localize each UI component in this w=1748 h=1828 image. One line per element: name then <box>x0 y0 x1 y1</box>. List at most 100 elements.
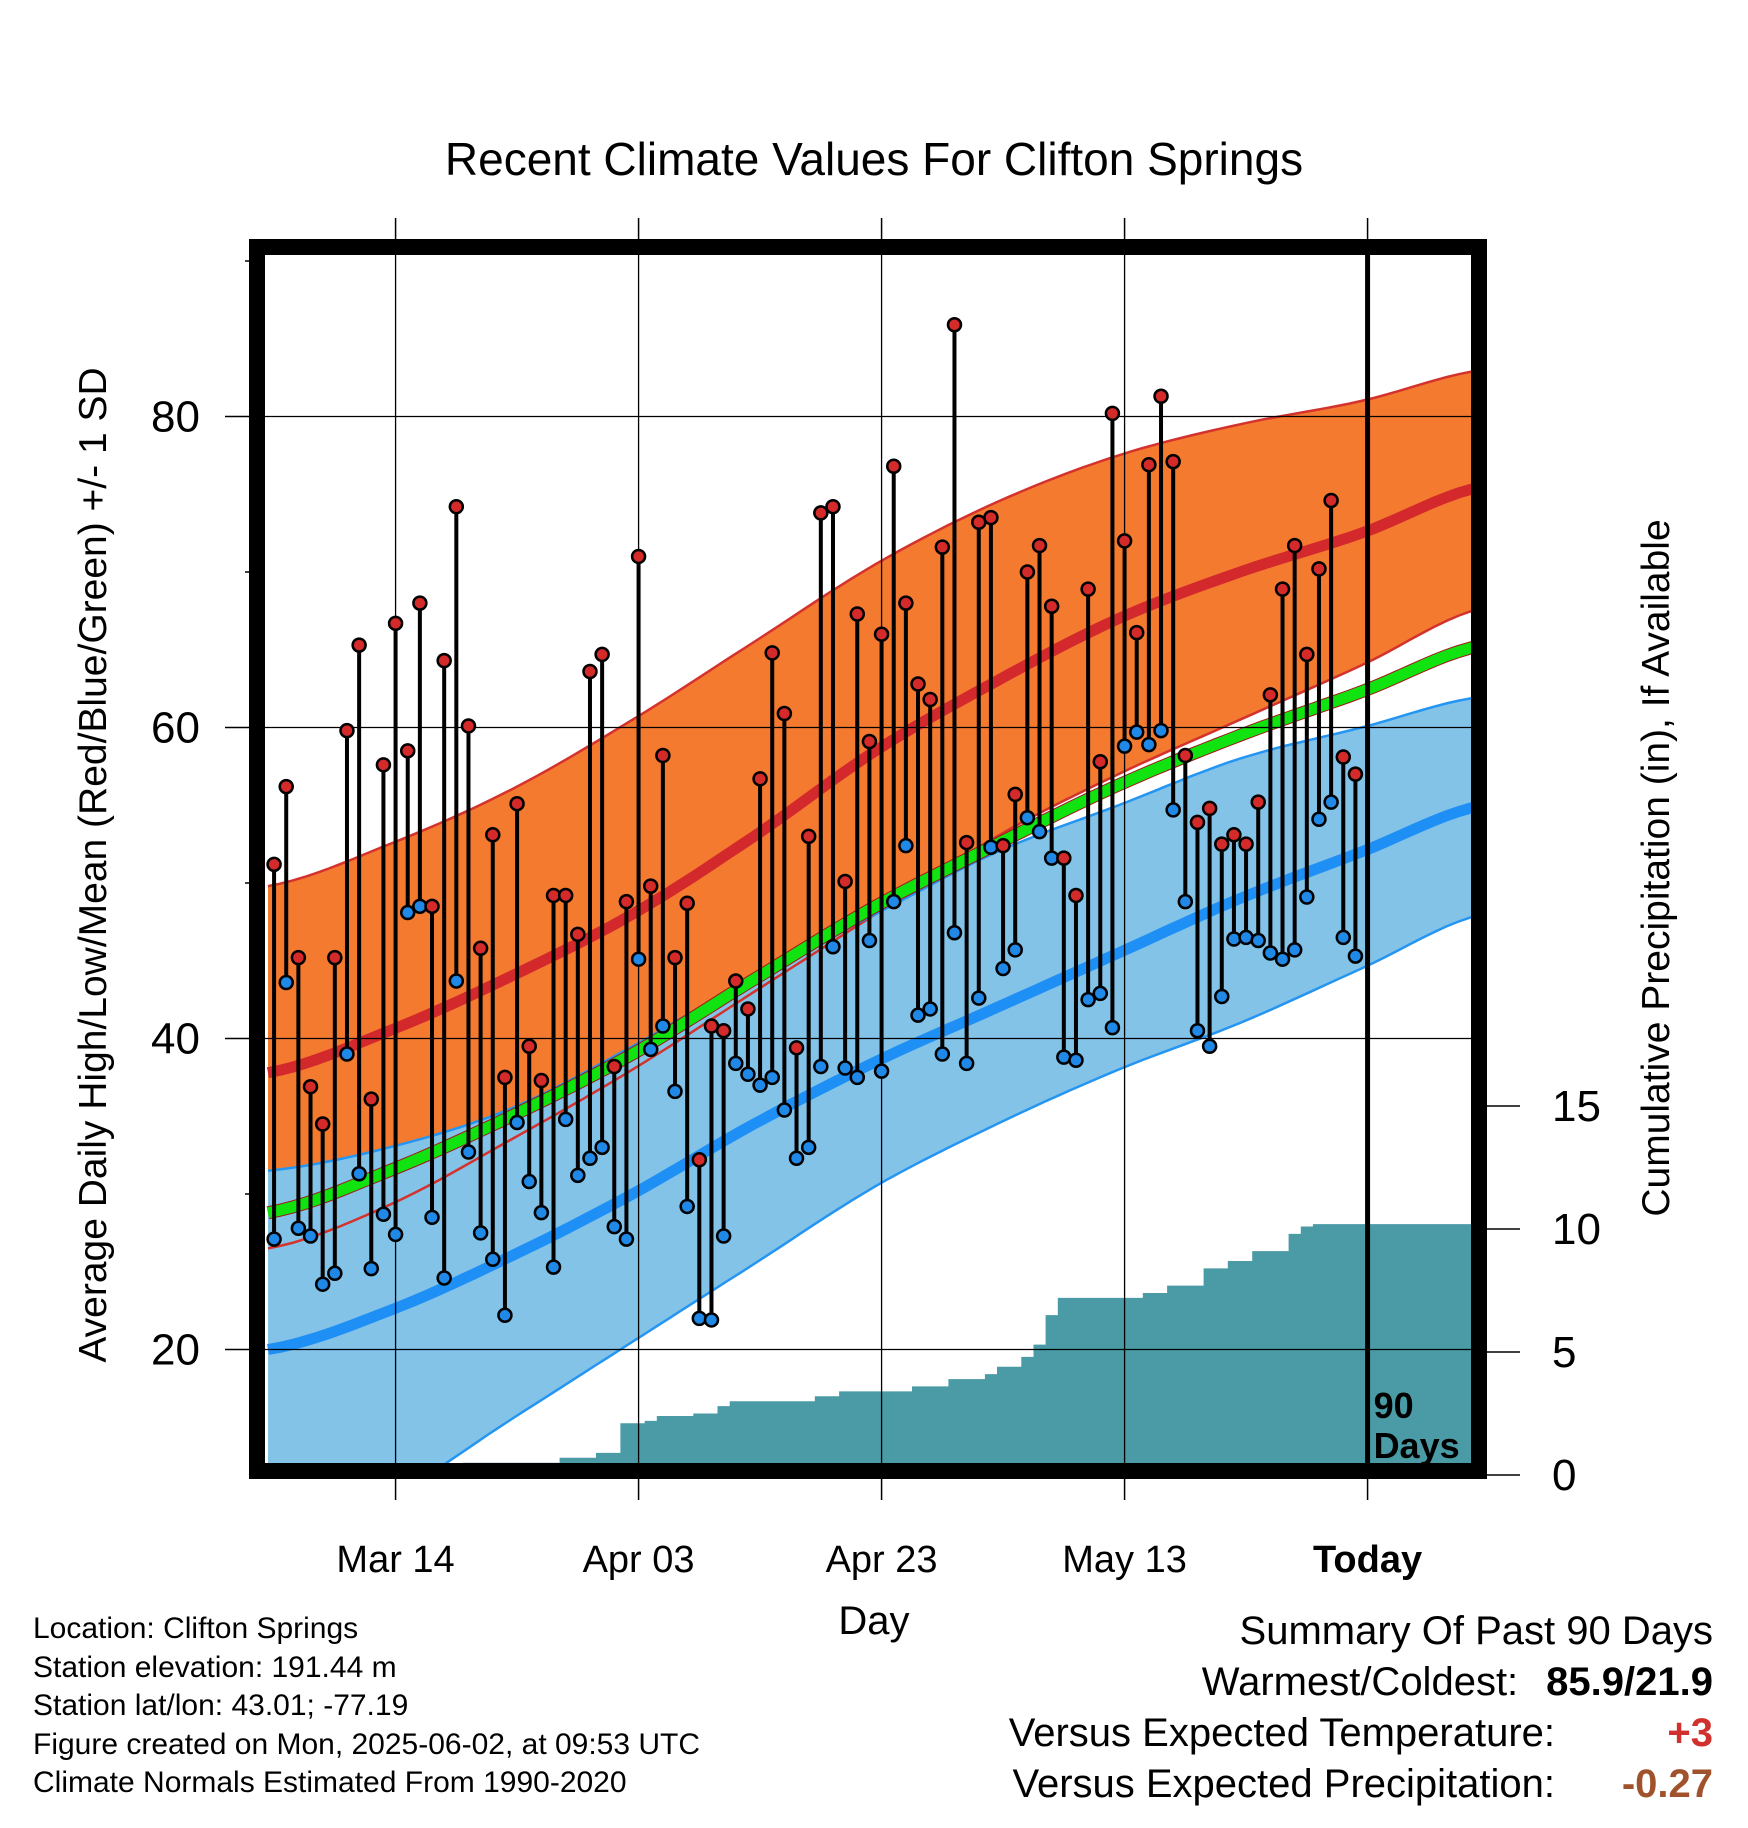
high-point <box>1286 537 1303 554</box>
high-point <box>606 1058 623 1075</box>
low-point <box>618 1231 635 1247</box>
created-text: Figure created on Mon, 2025-06-02, at 09… <box>33 1727 701 1761</box>
low-point <box>946 925 963 941</box>
high-point <box>885 458 902 475</box>
high-point <box>1323 492 1339 509</box>
plot-frame <box>249 239 1487 1479</box>
high-point <box>1007 786 1023 803</box>
station-info: Location: Clifton Springs Station elevat… <box>33 1610 700 1803</box>
high-point <box>1019 564 1036 580</box>
high-point <box>363 1091 380 1107</box>
temp-diff-value: +3 <box>1667 1711 1713 1755</box>
high-point <box>594 646 610 663</box>
high-point <box>1238 836 1254 852</box>
high-point <box>728 973 744 989</box>
high-point <box>1092 753 1109 770</box>
low-point <box>545 1259 562 1275</box>
high-point <box>1226 827 1242 843</box>
high-point <box>412 595 428 611</box>
low-point <box>1250 932 1266 949</box>
high-point <box>1347 766 1364 782</box>
low-point <box>387 1226 404 1243</box>
high-point <box>1165 453 1181 470</box>
low-point <box>472 1225 489 1241</box>
high-point <box>1250 794 1266 810</box>
temp-diff-row: Versus Expected Temperature: +3 <box>1009 1708 1713 1759</box>
high-point <box>302 1078 319 1095</box>
low-point <box>1214 988 1230 1005</box>
low-point <box>1274 951 1291 967</box>
y2-tick-label: 5 <box>1552 1328 1576 1377</box>
today-days-number: 90 <box>1374 1385 1414 1426</box>
x-axis-label: Day <box>838 1599 909 1643</box>
high-point <box>1262 687 1279 703</box>
high-point <box>1104 405 1121 422</box>
low-point <box>1153 722 1169 739</box>
low-point <box>752 1077 768 1093</box>
chart-title: Recent Climate Values For Clifton Spring… <box>445 133 1303 185</box>
low-point <box>594 1139 610 1156</box>
low-point <box>521 1173 537 1190</box>
high-point <box>1116 533 1133 549</box>
high-point <box>1153 388 1169 405</box>
y-axis-label: Average Daily High/Low/Mean (Red/Blue/Gr… <box>72 367 115 1362</box>
low-point <box>983 839 999 855</box>
high-point <box>898 595 914 611</box>
low-point <box>825 939 841 955</box>
low-point <box>582 1150 598 1166</box>
low-point <box>898 837 914 854</box>
low-point <box>448 973 465 989</box>
elevation-text: Station elevation: 191.44 m <box>33 1650 397 1684</box>
high-point <box>655 747 671 764</box>
warmest-coldest-label: Warmest/Coldest: <box>1201 1660 1519 1704</box>
high-point <box>630 548 647 565</box>
low-point <box>703 1312 720 1328</box>
y2-tick-label: 10 <box>1552 1205 1601 1254</box>
high-point <box>1177 747 1194 764</box>
high-point <box>448 498 465 515</box>
high-point <box>1335 749 1352 765</box>
low-point <box>958 1055 975 1072</box>
normals-text: Climate Normals Estimated From 1990-2020 <box>33 1766 627 1799</box>
y2-tick-label: 0 <box>1552 1451 1576 1500</box>
location-text: Location: Clifton Springs <box>33 1612 359 1645</box>
high-point <box>1068 887 1084 904</box>
low-point <box>1201 1038 1218 1055</box>
high-point <box>1043 598 1060 614</box>
high-point <box>460 718 477 734</box>
low-point <box>667 1083 683 1100</box>
x-tick-label: Today <box>1313 1539 1422 1581</box>
low-point <box>375 1206 392 1222</box>
low-point <box>399 904 416 921</box>
low-point <box>934 1046 951 1062</box>
low-point <box>788 1150 805 1166</box>
y-tick-label: 60 <box>151 704 200 753</box>
y2-tick-label: 15 <box>1552 1082 1601 1131</box>
high-point <box>691 1152 708 1168</box>
low-point <box>1189 1022 1206 1039</box>
plot-content <box>261 251 1475 1467</box>
high-point <box>1128 624 1145 641</box>
low-point <box>278 974 294 991</box>
low-point <box>679 1198 695 1215</box>
low-point <box>1007 942 1023 958</box>
high-point <box>946 317 963 333</box>
high-point <box>1274 581 1291 597</box>
high-point <box>910 676 926 692</box>
high-point <box>485 827 501 843</box>
high-point <box>290 949 307 966</box>
high-point <box>1056 850 1072 866</box>
high-point <box>278 778 294 795</box>
low-point <box>1226 931 1242 947</box>
low-point <box>290 1220 307 1236</box>
low-point <box>1262 945 1279 961</box>
low-point <box>642 1041 659 1058</box>
low-point <box>436 1270 452 1286</box>
high-point <box>339 722 355 739</box>
precip-diff-label: Versus Expected Precipitation: <box>1012 1762 1555 1806</box>
low-point <box>1347 948 1364 964</box>
low-point <box>1128 724 1145 740</box>
low-point <box>1335 929 1352 946</box>
high-point <box>472 940 489 957</box>
high-point <box>776 705 793 722</box>
